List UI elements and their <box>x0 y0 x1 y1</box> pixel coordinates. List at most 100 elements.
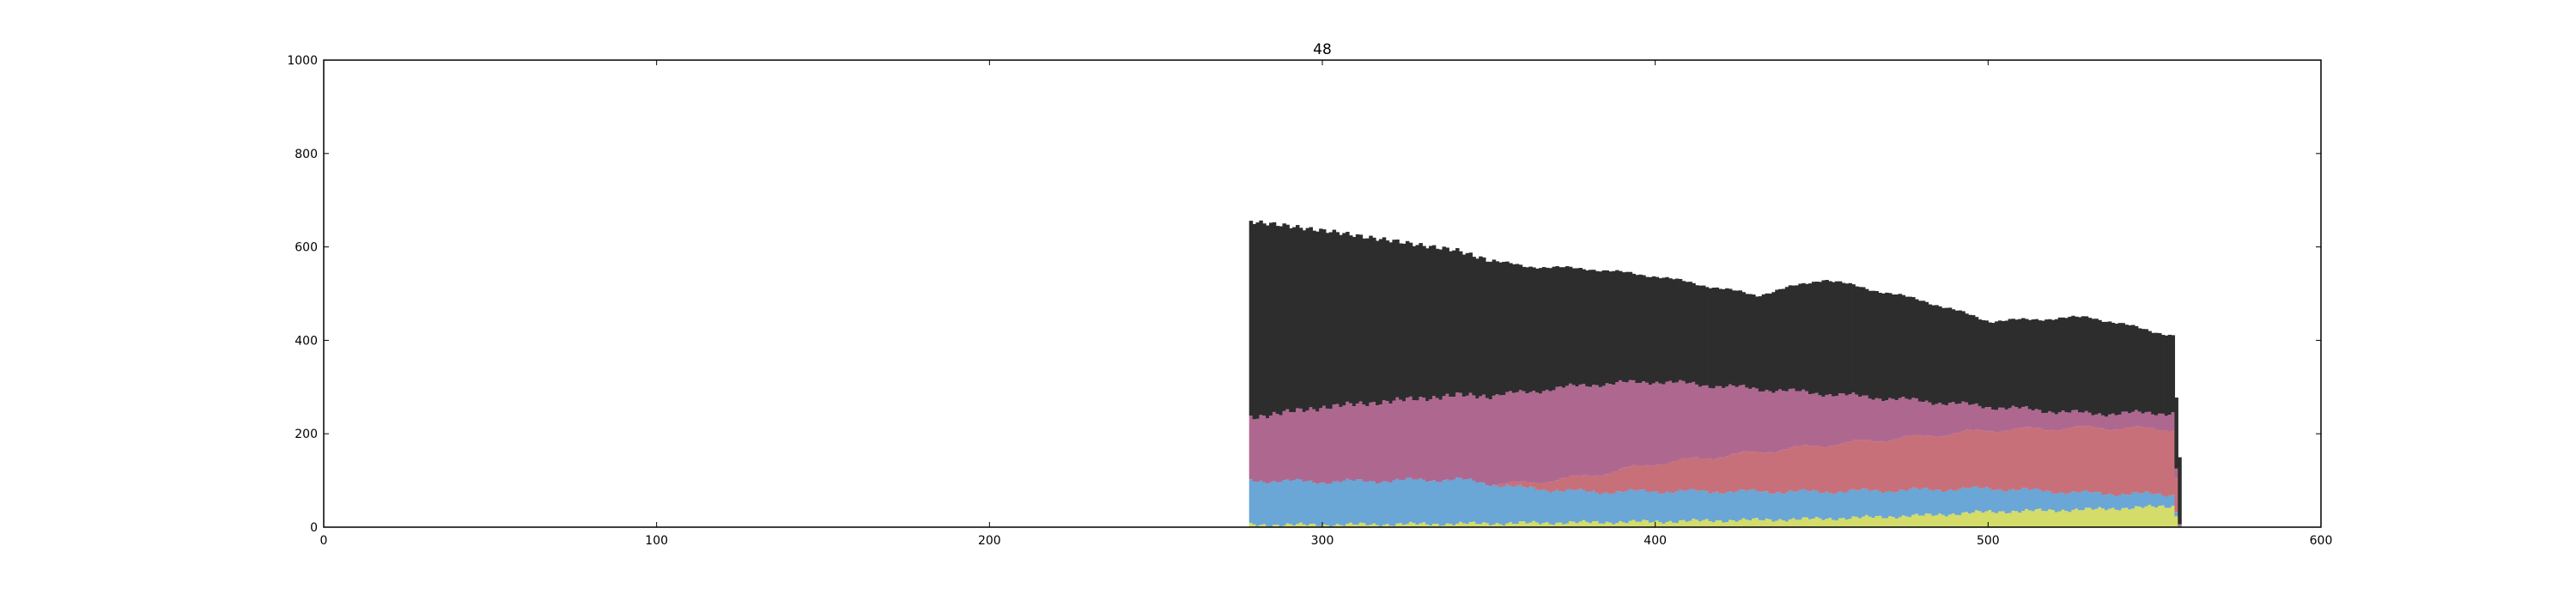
bar-segment <box>1302 481 1307 525</box>
bar-segment <box>1419 478 1423 524</box>
bar-segment <box>1715 385 1719 459</box>
bar-segment <box>1915 299 1919 398</box>
bar-segment <box>1905 296 1909 399</box>
bar-segment <box>1768 391 1772 452</box>
bar-segment <box>1605 521 1609 527</box>
bar-segment <box>2151 494 2155 507</box>
bar-segment <box>1541 489 1546 524</box>
bar-segment <box>1545 522 1550 527</box>
bar-segment <box>1905 516 1909 527</box>
bar-segment <box>1275 525 1280 527</box>
bar-segment <box>1752 518 1756 527</box>
bar-segment <box>2068 412 2072 428</box>
bar-segment <box>1445 393 1449 480</box>
bar-segment <box>1878 440 1882 492</box>
bar-segment <box>1674 278 1680 383</box>
bar-segment <box>1482 483 1486 523</box>
bar-segment <box>1332 229 1337 405</box>
bar-segment <box>1252 481 1257 525</box>
bar-segment <box>1619 270 1623 380</box>
bar-segment <box>1612 524 1616 527</box>
bar-segment <box>1571 490 1577 522</box>
bar-segment <box>1365 405 1370 483</box>
bar-segment <box>1924 435 1929 489</box>
bar-segment <box>2111 413 2116 430</box>
bar-segment <box>2091 319 2095 416</box>
bar-segment <box>1901 489 1906 516</box>
bar-segment <box>1552 266 1556 391</box>
bar-segment <box>1642 381 1646 466</box>
bar-segment <box>1431 480 1437 524</box>
bar-segment <box>1376 525 1380 527</box>
bar-segment <box>1388 403 1394 483</box>
bar-segment <box>2008 408 2013 431</box>
bar-segment <box>1562 477 1566 492</box>
bar-segment <box>1681 380 1686 458</box>
bar-segment <box>1954 432 1959 491</box>
bar-segment <box>1372 402 1376 482</box>
bar-segment <box>2081 316 2086 413</box>
bar-segment <box>1898 398 1903 439</box>
bar-segment <box>1768 293 1772 392</box>
bar-segment <box>1911 297 1916 398</box>
bar-segment <box>1758 452 1763 493</box>
bar-segment <box>1901 397 1906 437</box>
bar-segment <box>1695 384 1699 458</box>
bar-segment <box>1894 492 1899 519</box>
y-tick-label: 0 <box>310 521 318 535</box>
bar-segment <box>2050 412 2056 430</box>
bar-segment <box>1525 482 1529 489</box>
bar-segment <box>1864 489 1869 515</box>
bar-segment <box>1908 517 1912 527</box>
bar-segment <box>1372 237 1376 403</box>
bar-segment <box>1485 485 1490 524</box>
bar-segment <box>1678 278 1683 380</box>
bar-segment <box>1775 289 1779 392</box>
bar-segment <box>1578 521 1583 527</box>
bar-segment <box>2131 411 2136 428</box>
bar-segment <box>1662 493 1666 524</box>
bar-segment <box>1295 225 1300 409</box>
bar-segment <box>1628 489 1633 521</box>
bar-segment <box>1754 518 1759 527</box>
bar-segment <box>1538 393 1543 483</box>
bar-segment <box>1935 404 1939 437</box>
bar-segment <box>1249 479 1254 523</box>
bar-segment <box>2071 491 2075 510</box>
bar-segment <box>1971 430 1976 487</box>
bar-segment <box>1268 482 1273 527</box>
bar-segment <box>1935 489 1939 516</box>
bar-segment <box>1791 490 1796 519</box>
bar-segment <box>1708 387 1713 459</box>
bar-segment <box>1978 429 1983 489</box>
bar-segment <box>1885 441 1889 492</box>
bar-segment <box>1781 391 1786 450</box>
bar-segment <box>1818 518 1823 527</box>
bar-segment <box>1645 491 1649 520</box>
bar-segment <box>1997 407 2002 432</box>
bar-segment <box>1885 491 1889 519</box>
bar-segment <box>1862 287 1866 396</box>
bar-segment <box>1658 383 1663 464</box>
bar-segment <box>2098 319 2102 414</box>
bar-segment <box>2117 510 2122 527</box>
bar-segment <box>1402 243 1406 402</box>
bar-segment <box>1811 282 1816 394</box>
bar-segment <box>1858 489 1862 519</box>
bar-segment <box>1605 492 1609 522</box>
bar-segment <box>2008 513 2013 527</box>
bar-segment <box>1874 441 1880 490</box>
bar-segment <box>1458 521 1463 527</box>
bar-segment <box>1395 478 1400 524</box>
bar-segment <box>1479 482 1483 525</box>
bar-segment <box>2174 516 2178 527</box>
x-tick-label: 600 <box>2310 534 2333 548</box>
bar-segment <box>1562 491 1566 525</box>
bar-segment <box>1568 520 1573 527</box>
bar-segment <box>1668 462 1673 493</box>
bar-segment <box>1295 408 1300 479</box>
bar-segment <box>2050 509 2056 527</box>
bar-segment <box>1752 452 1756 489</box>
bar-segment <box>1851 284 1856 393</box>
bar-segment <box>1358 401 1364 480</box>
